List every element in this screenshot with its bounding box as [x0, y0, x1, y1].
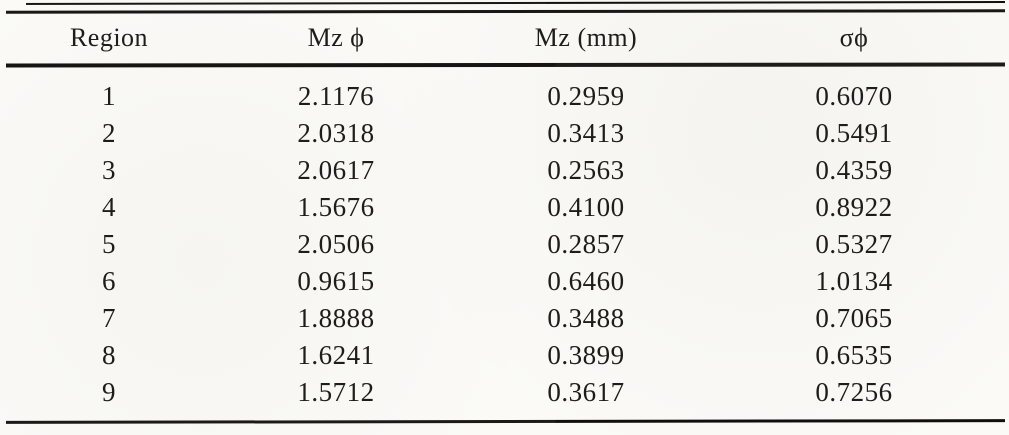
table-row: 4 1.5676 0.4100 0.8922: [6, 189, 1005, 226]
sigma-phi-cell: 0.5327: [815, 229, 893, 259]
mz-phi-cell: 2.0318: [297, 118, 375, 148]
sigma-phi-cell: 0.8922: [815, 192, 893, 222]
table-row: 3 2.0617 0.2563 0.4359: [6, 152, 1005, 189]
table-row: 8 1.6241 0.3899 0.6535: [6, 337, 1005, 374]
table-row: 6 0.9615 0.6460 1.0134: [6, 263, 1005, 300]
sigma-phi-cell: 0.7065: [815, 303, 893, 333]
region-cell: 2: [102, 118, 116, 148]
table-row: 7 1.8888 0.3488 0.7065: [6, 300, 1005, 337]
region-cell: 3: [102, 155, 116, 185]
region-cell: 4: [102, 192, 116, 222]
mz-mm-cell: 0.6460: [547, 266, 625, 296]
region-cell: 9: [102, 377, 116, 407]
mz-phi-cell: 0.9615: [297, 266, 375, 296]
column-header-region: Region: [69, 23, 149, 52]
table-row: 1 2.1176 0.2959 0.6070: [6, 78, 1005, 115]
mz-phi-cell: 1.5676: [297, 192, 375, 222]
table-bottom-rule: [5, 419, 1006, 424]
mz-phi-cell: 1.6241: [297, 340, 375, 370]
data-table: Region Mz ϕ Mz (mm) σϕ 1 2.1176 0.2959 0…: [5, 0, 1006, 424]
region-cell: 7: [102, 303, 116, 333]
mz-phi-cell: 1.5712: [297, 377, 375, 407]
mz-mm-cell: 0.2857: [547, 229, 625, 259]
column-header-mz-mm: Mz (mm): [534, 23, 638, 52]
region-cell: 6: [102, 266, 116, 296]
column-header-mz-phi: Mz ϕ: [307, 23, 365, 52]
mz-phi-cell: 1.8888: [297, 303, 375, 333]
region-cell: 8: [102, 340, 116, 370]
mz-mm-cell: 0.3488: [547, 303, 625, 333]
mz-phi-cell: 2.0506: [297, 229, 375, 259]
mz-mm-cell: 0.2959: [547, 81, 625, 111]
mz-mm-cell: 0.3617: [547, 377, 625, 407]
table-row: 9 1.5712 0.3617 0.7256: [6, 374, 1005, 411]
table-body: 1 2.1176 0.2959 0.6070 2 2.0318 0.3413 0…: [6, 67, 1005, 411]
sigma-phi-cell: 0.7256: [815, 377, 893, 407]
mz-mm-cell: 0.4100: [547, 192, 625, 222]
sigma-phi-cell: 0.6535: [815, 340, 893, 370]
column-header-sigma-phi: σϕ: [839, 23, 869, 52]
table-top-rule-outer: [5, 0, 1006, 6]
sigma-phi-cell: 1.0134: [815, 266, 893, 296]
mz-mm-cell: 0.3413: [547, 118, 625, 148]
region-cell: 1: [102, 81, 116, 111]
mz-phi-cell: 2.0617: [297, 155, 375, 185]
sigma-phi-cell: 0.4359: [815, 155, 893, 185]
sigma-phi-cell: 0.6070: [815, 81, 893, 111]
mz-mm-cell: 0.3899: [547, 340, 625, 370]
mz-phi-cell: 2.1176: [297, 81, 375, 111]
table-row: 5 2.0506 0.2857 0.5327: [6, 226, 1005, 263]
table-header-row: Region Mz ϕ Mz (mm) σϕ: [6, 13, 1005, 63]
table-row: 2 2.0318 0.3413 0.5491: [6, 115, 1005, 152]
sigma-phi-cell: 0.5491: [815, 118, 893, 148]
region-cell: 5: [102, 229, 116, 259]
mz-mm-cell: 0.2563: [547, 155, 625, 185]
